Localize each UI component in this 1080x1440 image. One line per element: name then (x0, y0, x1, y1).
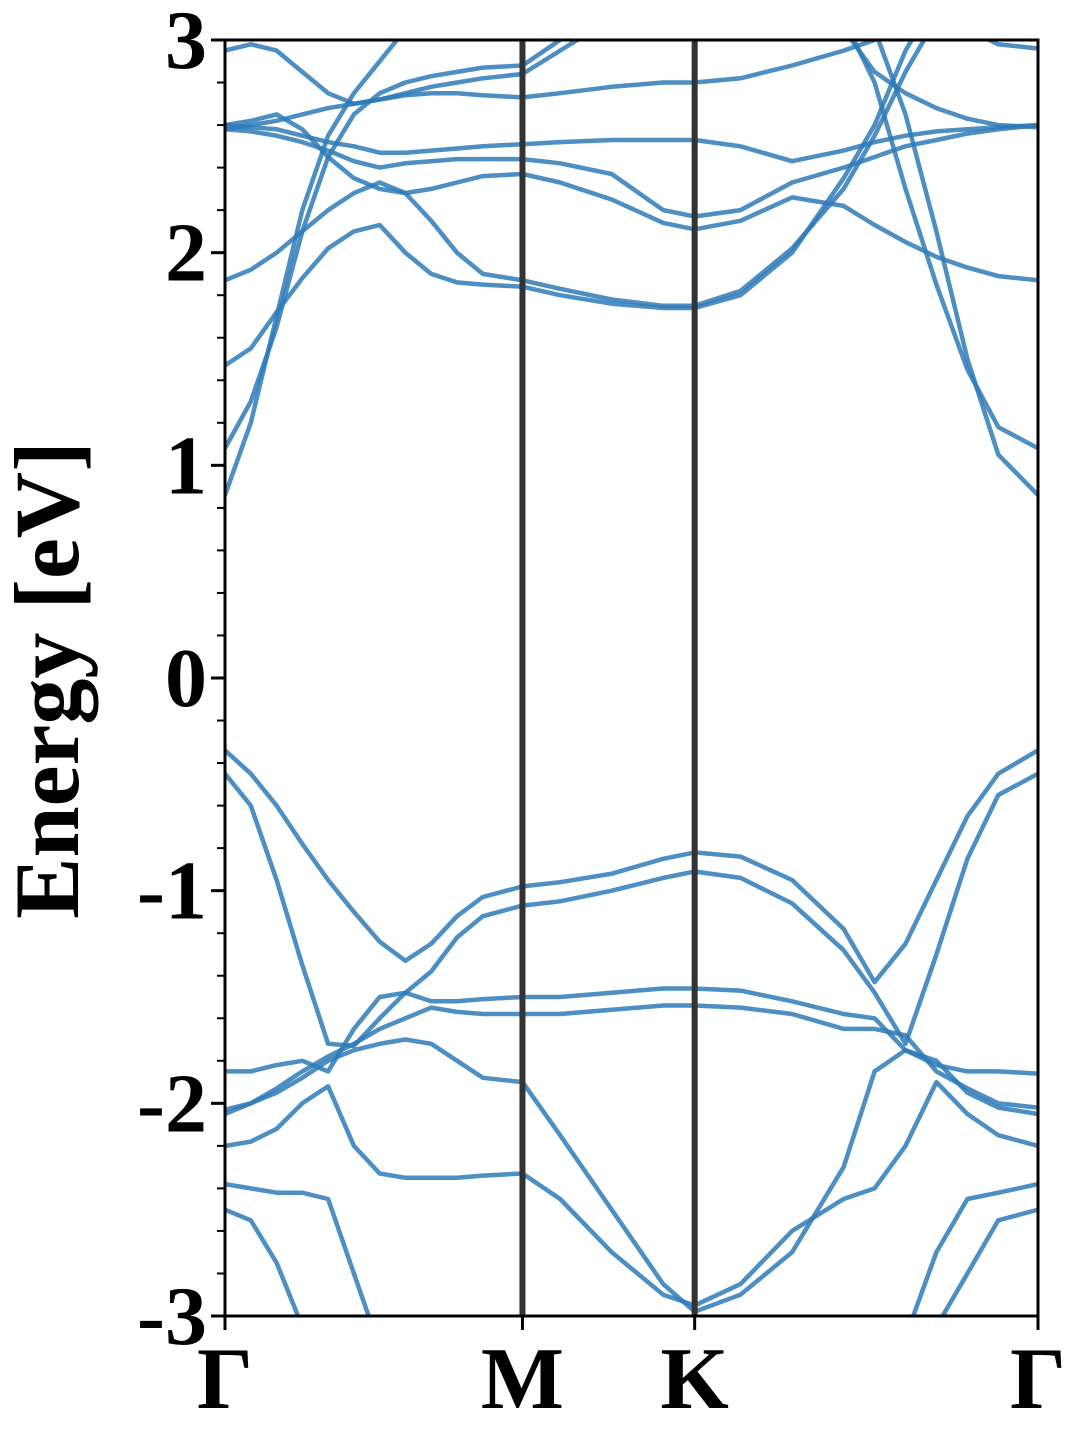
band-line (225, 1207, 1038, 1316)
band-line (225, 40, 1038, 498)
band-line (225, 986, 1038, 1076)
band-line (225, 122, 1038, 219)
band-line (225, 40, 1038, 132)
y-tick-label: 3 (165, 0, 207, 87)
y-tick-label: 1 (165, 419, 207, 512)
x-tick-label: Γ (197, 1331, 253, 1428)
band-line (225, 1181, 1038, 1316)
band-line (225, 122, 1038, 164)
y-axis-label: Energy [eV] (0, 441, 98, 919)
x-tick-label: Γ (1010, 1331, 1066, 1428)
band-line (225, 771, 1038, 1049)
bands (225, 40, 1038, 1316)
y-tick-label: -2 (137, 1057, 207, 1150)
band-line (225, 40, 1038, 107)
plot-frame (223, 38, 1040, 1318)
band-line (225, 40, 927, 309)
y-tick-label: -3 (137, 1270, 207, 1363)
x-tick-label: M (481, 1331, 564, 1428)
band-line (225, 1003, 1038, 1112)
x-tick-label: K (660, 1331, 728, 1428)
y-tick-label: -1 (137, 845, 207, 938)
band-line (225, 748, 1038, 985)
band-line (225, 1037, 1038, 1314)
y-tick-label: 2 (165, 207, 207, 300)
band-line (225, 1079, 1038, 1308)
band-line (225, 40, 1038, 451)
band-line (225, 112, 1038, 283)
y-tick-label: 0 (165, 632, 207, 725)
